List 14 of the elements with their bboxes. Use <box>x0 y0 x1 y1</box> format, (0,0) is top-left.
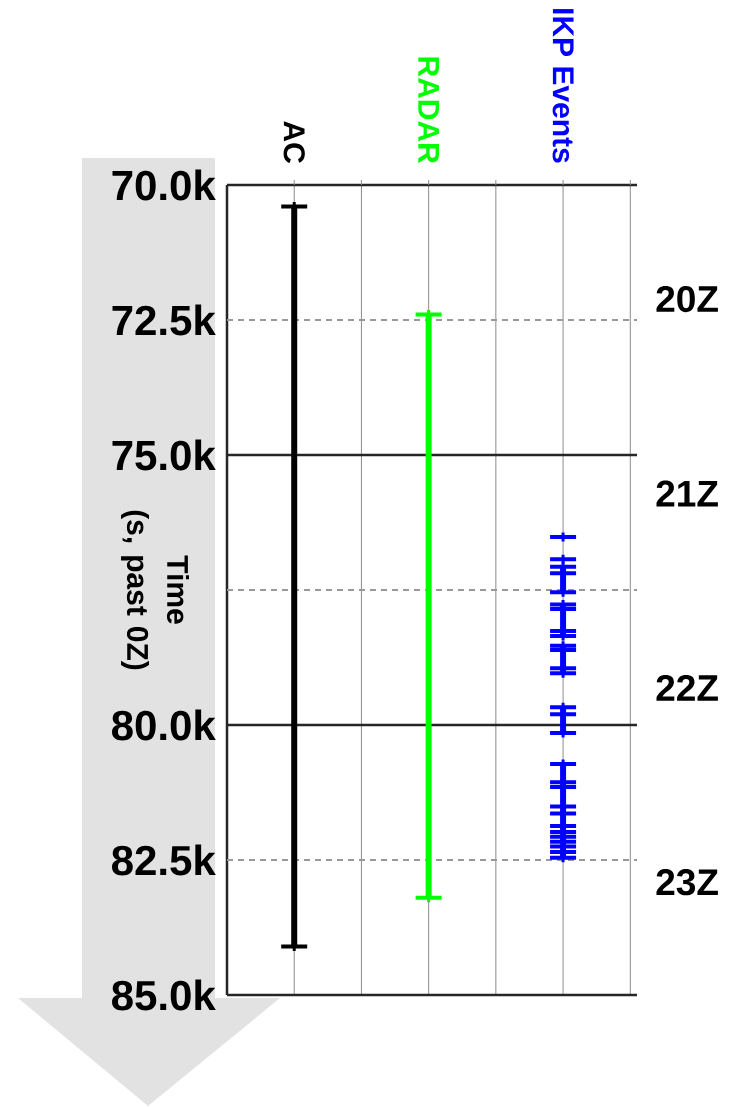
x-tick-label: AC <box>283 121 305 163</box>
x-tick-label: RADAR <box>418 57 439 164</box>
y2-tick-label: 21Z <box>656 480 718 507</box>
y-tick-label: 70.0k <box>112 169 216 201</box>
x-tick-label: IKP Events <box>552 9 574 163</box>
y-tick-label: 80.0k <box>112 709 216 741</box>
y-tick-label: 75.0k <box>112 439 216 471</box>
y2-tick-label: 20Z <box>656 285 718 313</box>
y-tick-label: 82.5k <box>112 844 216 876</box>
y-tick-label: 72.5k <box>112 304 216 336</box>
y2-tick-label: 23Z <box>656 869 718 896</box>
y2-tick-label: 22Z <box>656 674 718 701</box>
y-tick-label: 85.0k <box>112 979 216 1011</box>
y-axis-title: Time (s, past 0Z) <box>121 510 189 670</box>
